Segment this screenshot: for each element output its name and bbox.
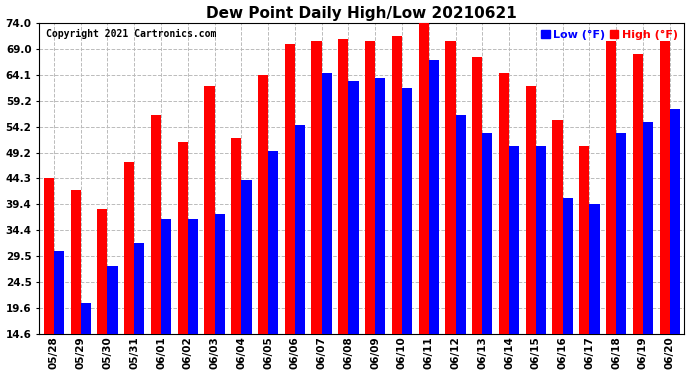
Bar bbox=[258, 75, 268, 334]
Bar bbox=[70, 190, 81, 334]
Title: Dew Point Daily High/Low 20210621: Dew Point Daily High/Low 20210621 bbox=[206, 6, 518, 21]
Bar bbox=[365, 41, 375, 334]
Bar bbox=[215, 214, 225, 334]
Bar bbox=[643, 123, 653, 334]
Bar bbox=[482, 133, 493, 334]
Bar bbox=[616, 133, 627, 334]
Bar bbox=[536, 146, 546, 334]
Bar bbox=[455, 115, 466, 334]
Bar bbox=[177, 142, 188, 334]
Bar bbox=[161, 219, 171, 334]
Bar bbox=[499, 73, 509, 334]
Bar bbox=[97, 209, 108, 334]
Bar bbox=[124, 162, 135, 334]
Bar bbox=[553, 120, 562, 334]
Bar bbox=[562, 198, 573, 334]
Bar bbox=[268, 151, 278, 334]
Bar bbox=[135, 243, 144, 334]
Bar bbox=[338, 39, 348, 334]
Bar bbox=[472, 57, 482, 334]
Bar bbox=[419, 23, 428, 334]
Bar bbox=[445, 41, 455, 334]
Bar bbox=[54, 251, 64, 334]
Bar bbox=[579, 146, 589, 334]
Bar bbox=[311, 41, 322, 334]
Bar bbox=[660, 41, 670, 334]
Legend: Low (°F), High (°F): Low (°F), High (°F) bbox=[540, 28, 679, 41]
Bar bbox=[670, 110, 680, 334]
Bar bbox=[589, 204, 600, 334]
Bar bbox=[633, 54, 643, 334]
Bar bbox=[402, 88, 412, 334]
Bar bbox=[81, 303, 91, 334]
Bar bbox=[231, 138, 241, 334]
Bar bbox=[295, 125, 305, 334]
Bar bbox=[188, 219, 198, 334]
Bar bbox=[322, 73, 332, 334]
Bar bbox=[43, 178, 54, 334]
Bar bbox=[428, 60, 439, 334]
Bar bbox=[151, 115, 161, 334]
Bar bbox=[392, 36, 402, 334]
Bar bbox=[204, 86, 215, 334]
Bar bbox=[606, 41, 616, 334]
Bar bbox=[285, 44, 295, 334]
Bar bbox=[108, 266, 117, 334]
Bar bbox=[526, 86, 536, 334]
Bar bbox=[509, 146, 520, 334]
Bar bbox=[241, 180, 252, 334]
Bar bbox=[348, 81, 359, 334]
Bar bbox=[375, 78, 386, 334]
Text: Copyright 2021 Cartronics.com: Copyright 2021 Cartronics.com bbox=[46, 29, 216, 39]
